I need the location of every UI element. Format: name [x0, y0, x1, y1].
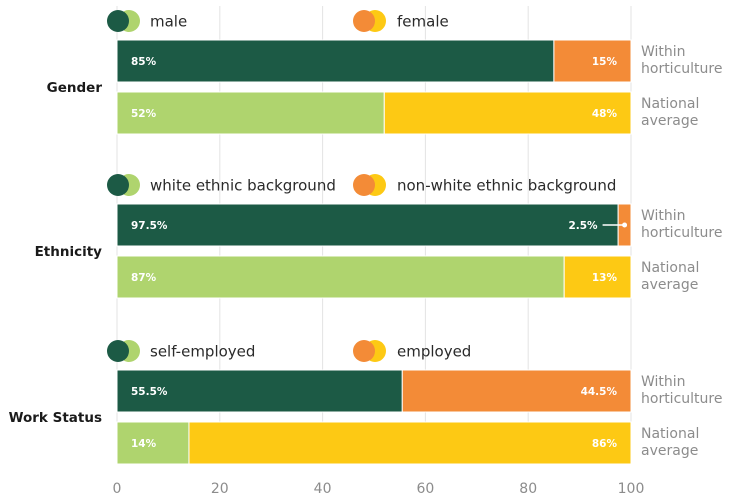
bar-value-label: 87% — [131, 272, 157, 284]
legend-item: female — [353, 10, 449, 32]
bar-row: 55.5% 44.5% Within horticulture — [116, 369, 722, 413]
bar-row: 87% 13% National average — [116, 255, 699, 299]
bar-value-label: 97.5% — [131, 220, 168, 232]
legend-swatch-horticulture — [353, 10, 375, 32]
legend-item: non-white ethnic background — [353, 174, 616, 196]
legend-swatch-horticulture — [353, 340, 375, 362]
legend-label: non-white ethnic background — [397, 177, 616, 195]
bar-value-label: 85% — [131, 56, 157, 68]
legend-swatch-horticulture — [107, 10, 129, 32]
bar-segment-second — [563, 255, 632, 299]
group-ethnicity: white ethnic background non-white ethnic … — [35, 174, 722, 299]
bar-row: 85% 15% Within horticulture — [116, 39, 722, 83]
bar-segment-second — [383, 91, 632, 135]
legend-item: employed — [353, 340, 471, 362]
legend-item: male — [107, 10, 187, 32]
bar-segment-second — [553, 39, 632, 83]
legend-item: white ethnic background — [107, 174, 336, 196]
bar-row: 14% 86% National average — [116, 421, 699, 465]
row-label-line: average — [641, 277, 698, 293]
row-label-line: horticulture — [641, 61, 722, 77]
bar-value-label: 52% — [131, 108, 157, 120]
row-label-line: horticulture — [641, 225, 722, 241]
row-label: National average — [641, 426, 699, 459]
legend-item: self-employed — [107, 340, 255, 362]
bar-segment-first — [116, 421, 190, 465]
row-label-line: Within — [641, 44, 686, 60]
x-tick-label: 60 — [416, 481, 434, 497]
row-label-line: National — [641, 426, 699, 442]
x-tick-label: 100 — [618, 481, 645, 497]
x-tick-label: 40 — [314, 481, 332, 497]
row-label-line: average — [641, 113, 698, 129]
bar-value-label: 13% — [592, 272, 618, 284]
bar-segment-second — [401, 369, 632, 413]
row-label: Within horticulture — [641, 208, 722, 241]
bar-value-label: 86% — [592, 438, 618, 450]
bar-segment-first — [116, 255, 565, 299]
legend-swatch-horticulture — [353, 174, 375, 196]
bar-value-label: 44.5% — [581, 386, 618, 398]
legend-label: male — [150, 13, 187, 31]
legend-swatch-horticulture — [107, 174, 129, 196]
bar-value-label: 55.5% — [131, 386, 168, 398]
row-label-line: Within — [641, 208, 686, 224]
legend-label: employed — [397, 343, 471, 361]
legend-swatch-horticulture — [107, 340, 129, 362]
legend-label: white ethnic background — [150, 177, 336, 195]
x-tick-label: 20 — [211, 481, 229, 497]
row-label-line: horticulture — [641, 391, 722, 407]
legend-label: self-employed — [150, 343, 255, 361]
group-label: Ethnicity — [35, 244, 103, 260]
x-tick-label: 80 — [519, 481, 537, 497]
legend-label: female — [397, 13, 449, 31]
bar-value-label: 2.5% — [568, 220, 598, 232]
bar-segment-first — [116, 91, 385, 135]
group-label: Work Status — [9, 410, 102, 426]
row-label: National average — [641, 260, 699, 293]
row-label-line: National — [641, 260, 699, 276]
group-work-status: self-employed employed 55.5% 44.5% Within hor… — [9, 340, 722, 465]
bar-segment-first — [116, 39, 555, 83]
row-label-line: National — [641, 96, 699, 112]
bar-row: 52% 48% National average — [116, 91, 699, 135]
bar-value-label: 15% — [592, 56, 618, 68]
row-label-line: average — [641, 443, 698, 459]
group-gender: male female 85% 15% Within horticulture 52% 48%… — [47, 10, 722, 135]
bar-value-label: 48% — [592, 108, 618, 120]
row-label: Within horticulture — [641, 374, 722, 407]
bar-segment-second — [188, 421, 632, 465]
row-label: National average — [641, 96, 699, 129]
pointer-dot — [622, 222, 628, 228]
group-label: Gender — [47, 80, 103, 96]
bar-segment-first — [116, 203, 619, 247]
x-tick-label: 0 — [113, 481, 122, 497]
bar-row: 97.5% 2.5% Within horticulture — [116, 203, 722, 247]
bar-value-label: 14% — [131, 438, 157, 450]
row-label: Within horticulture — [641, 44, 722, 77]
row-label-line: Within — [641, 374, 686, 390]
